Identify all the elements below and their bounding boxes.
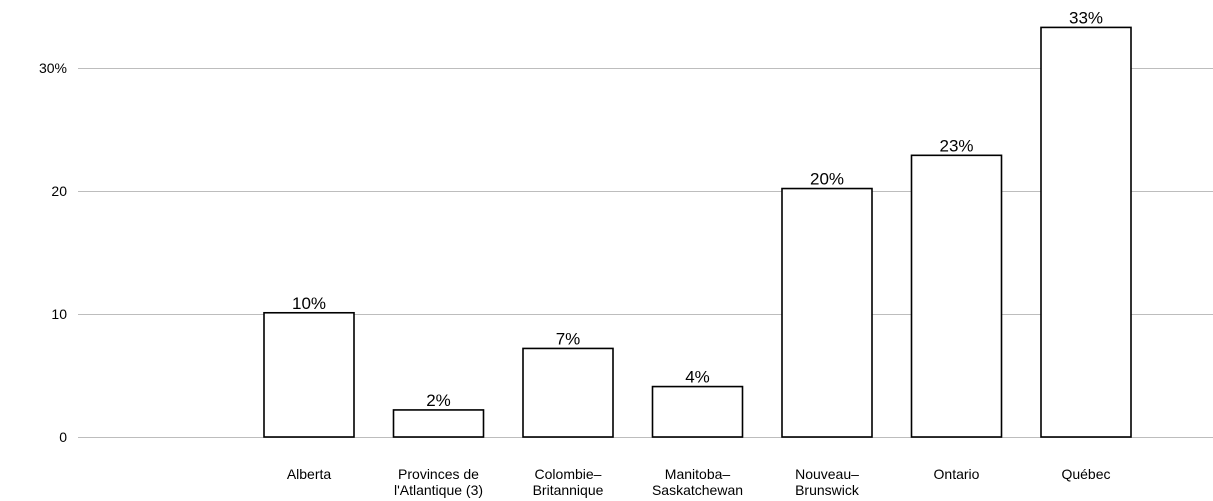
x-tick-label-provinces-de-l-atlantique-3: Provinces de l'Atlantique (3) bbox=[379, 466, 499, 498]
x-tick-label-quebec: Québec bbox=[1026, 466, 1146, 482]
x-tick-label-nouveau-brunswick: Nouveau–Brunswick bbox=[767, 466, 887, 498]
x-tick-label-alberta: Alberta bbox=[249, 466, 369, 482]
x-tick-label-manitoba-saskatchewan: Manitoba–Saskatchewan bbox=[638, 466, 758, 498]
x-tick-label-colombie-britannique: Colombie–Britannique bbox=[508, 466, 628, 498]
x-tick-label-ontario: Ontario bbox=[897, 466, 1017, 482]
